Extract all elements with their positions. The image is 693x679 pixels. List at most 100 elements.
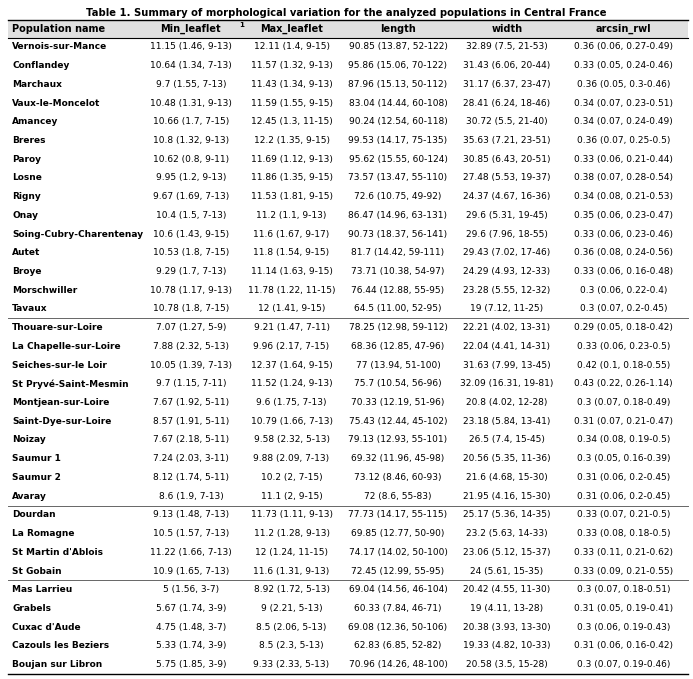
Text: 7.88 (2.32, 5-13): 7.88 (2.32, 5-13) xyxy=(153,342,229,351)
Text: 0.33 (0.05, 0.24-0.46): 0.33 (0.05, 0.24-0.46) xyxy=(574,61,673,70)
Text: Max_leaflet: Max_leaflet xyxy=(260,24,323,34)
Text: 11.15 (1.46, 9-13): 11.15 (1.46, 9-13) xyxy=(150,42,232,52)
Text: 10.6 (1.43, 9-15): 10.6 (1.43, 9-15) xyxy=(153,230,229,238)
Text: 0.33 (0.06, 0.23-0.46): 0.33 (0.06, 0.23-0.46) xyxy=(574,230,673,238)
Text: Conflandey: Conflandey xyxy=(12,61,69,70)
Text: 12.45 (1.3, 11-15): 12.45 (1.3, 11-15) xyxy=(251,117,333,126)
Text: 10.78 (1.8, 7-15): 10.78 (1.8, 7-15) xyxy=(152,304,229,314)
Text: 32.89 (7.5, 21-53): 32.89 (7.5, 21-53) xyxy=(466,42,547,52)
Text: 73.71 (10.38, 54-97): 73.71 (10.38, 54-97) xyxy=(351,267,445,276)
Text: 0.31 (0.07, 0.21-0.47): 0.31 (0.07, 0.21-0.47) xyxy=(574,417,673,426)
Text: 0.36 (0.05, 0.3-0.46): 0.36 (0.05, 0.3-0.46) xyxy=(577,80,670,89)
Text: Mas Larrieu: Mas Larrieu xyxy=(12,585,72,594)
Text: 70.96 (14.26, 48-100): 70.96 (14.26, 48-100) xyxy=(349,660,448,669)
Text: 0.33 (0.06, 0.23-0.5): 0.33 (0.06, 0.23-0.5) xyxy=(577,342,670,351)
Text: 90.85 (13.87, 52-122): 90.85 (13.87, 52-122) xyxy=(349,42,448,52)
Text: La Romagne: La Romagne xyxy=(12,529,75,538)
Text: 73.57 (13.47, 55-110): 73.57 (13.47, 55-110) xyxy=(349,173,448,183)
Text: 12.11 (1.4, 9-15): 12.11 (1.4, 9-15) xyxy=(254,42,330,52)
Text: 9.21 (1.47, 7-11): 9.21 (1.47, 7-11) xyxy=(254,323,330,332)
Text: 0.3 (0.07, 0.18-0.51): 0.3 (0.07, 0.18-0.51) xyxy=(577,585,671,594)
Text: 83.04 (14.44, 60-108): 83.04 (14.44, 60-108) xyxy=(349,98,448,107)
Text: 8.12 (1.74, 5-11): 8.12 (1.74, 5-11) xyxy=(153,473,229,482)
Text: 10.64 (1.34, 7-13): 10.64 (1.34, 7-13) xyxy=(150,61,231,70)
Text: 0.33 (0.09, 0.21-0.55): 0.33 (0.09, 0.21-0.55) xyxy=(574,566,674,576)
Text: 11.52 (1.24, 9-13): 11.52 (1.24, 9-13) xyxy=(251,380,333,388)
Text: Table 1. Summary of morphological variation for the analyzed populations in Cent: Table 1. Summary of morphological variat… xyxy=(86,8,607,18)
Text: Boujan sur Libron: Boujan sur Libron xyxy=(12,660,103,669)
Text: 99.53 (14.17, 75-135): 99.53 (14.17, 75-135) xyxy=(349,136,448,145)
Text: Min_leaflet: Min_leaflet xyxy=(161,24,221,34)
Text: 23.28 (5.55, 12-32): 23.28 (5.55, 12-32) xyxy=(463,286,550,295)
Text: 0.36 (0.06, 0.27-0.49): 0.36 (0.06, 0.27-0.49) xyxy=(574,42,673,52)
Text: Avaray: Avaray xyxy=(12,492,47,500)
Text: Soing-Cubry-Charentenay: Soing-Cubry-Charentenay xyxy=(12,230,143,238)
Text: 9.7 (1.15, 7-11): 9.7 (1.15, 7-11) xyxy=(156,380,226,388)
Text: Grabels: Grabels xyxy=(12,604,51,613)
Text: 69.32 (11.96, 45-98): 69.32 (11.96, 45-98) xyxy=(351,454,445,463)
Text: 7.07 (1.27, 5-9): 7.07 (1.27, 5-9) xyxy=(156,323,226,332)
Text: 32.09 (16.31, 19-81): 32.09 (16.31, 19-81) xyxy=(460,380,554,388)
Text: 10.05 (1.39, 7-13): 10.05 (1.39, 7-13) xyxy=(150,361,232,369)
Text: 19.33 (4.82, 10-33): 19.33 (4.82, 10-33) xyxy=(463,642,550,650)
Text: 60.33 (7.84, 46-71): 60.33 (7.84, 46-71) xyxy=(354,604,441,613)
Text: 73.12 (8.46, 60-93): 73.12 (8.46, 60-93) xyxy=(354,473,441,482)
Text: 20.38 (3.93, 13-30): 20.38 (3.93, 13-30) xyxy=(463,623,551,631)
Text: 30.72 (5.5, 21-40): 30.72 (5.5, 21-40) xyxy=(466,117,547,126)
Text: 11.2 (1.28, 9-13): 11.2 (1.28, 9-13) xyxy=(254,529,330,538)
Text: 23.06 (5.12, 15-37): 23.06 (5.12, 15-37) xyxy=(463,548,550,557)
Text: 90.73 (18.37, 56-141): 90.73 (18.37, 56-141) xyxy=(349,230,448,238)
Text: Seiches-sur-le Loir: Seiches-sur-le Loir xyxy=(12,361,107,369)
Text: Saint-Dye-sur-Loire: Saint-Dye-sur-Loire xyxy=(12,417,112,426)
Text: 5.75 (1.85, 3-9): 5.75 (1.85, 3-9) xyxy=(156,660,226,669)
Text: 0.42 (0.1, 0.18-0.55): 0.42 (0.1, 0.18-0.55) xyxy=(577,361,670,369)
Text: Morschwiller: Morschwiller xyxy=(12,286,77,295)
Text: 5.33 (1.74, 3-9): 5.33 (1.74, 3-9) xyxy=(156,642,226,650)
Text: Saumur 2: Saumur 2 xyxy=(12,473,61,482)
Text: 9.33 (2.33, 5-13): 9.33 (2.33, 5-13) xyxy=(254,660,330,669)
Text: 10.5 (1.57, 7-13): 10.5 (1.57, 7-13) xyxy=(152,529,229,538)
Text: 25.17 (5.36, 14-35): 25.17 (5.36, 14-35) xyxy=(463,511,550,519)
Text: 70.33 (12.19, 51-96): 70.33 (12.19, 51-96) xyxy=(351,398,445,407)
Text: 64.5 (11.00, 52-95): 64.5 (11.00, 52-95) xyxy=(354,304,441,314)
Text: 31.17 (6.37, 23-47): 31.17 (6.37, 23-47) xyxy=(463,80,550,89)
Text: 81.7 (14.42, 59-111): 81.7 (14.42, 59-111) xyxy=(351,249,444,257)
Text: 8.6 (1.9, 7-13): 8.6 (1.9, 7-13) xyxy=(159,492,223,500)
Text: 10.4 (1.5, 7-13): 10.4 (1.5, 7-13) xyxy=(156,211,226,220)
Text: Paroy: Paroy xyxy=(12,155,41,164)
Text: 0.35 (0.06, 0.23-0.47): 0.35 (0.06, 0.23-0.47) xyxy=(574,211,673,220)
Text: Rigny: Rigny xyxy=(12,192,41,201)
Text: 11.53 (1.81, 9-15): 11.53 (1.81, 9-15) xyxy=(251,192,333,201)
Text: 0.31 (0.06, 0.2-0.45): 0.31 (0.06, 0.2-0.45) xyxy=(577,492,670,500)
Text: St Martin d'Ablois: St Martin d'Ablois xyxy=(12,548,103,557)
Text: 69.08 (12.36, 50-106): 69.08 (12.36, 50-106) xyxy=(349,623,448,631)
Text: 11.43 (1.34, 9-13): 11.43 (1.34, 9-13) xyxy=(251,80,333,89)
Text: 0.43 (0.22, 0.26-1.14): 0.43 (0.22, 0.26-1.14) xyxy=(574,380,673,388)
Text: 78.25 (12.98, 59-112): 78.25 (12.98, 59-112) xyxy=(349,323,448,332)
Text: 0.33 (0.06, 0.21-0.44): 0.33 (0.06, 0.21-0.44) xyxy=(574,155,673,164)
Text: Tavaux: Tavaux xyxy=(12,304,48,314)
Text: 23.18 (5.84, 13-41): 23.18 (5.84, 13-41) xyxy=(463,417,550,426)
Text: 75.43 (12.44, 45-102): 75.43 (12.44, 45-102) xyxy=(349,417,447,426)
Text: 0.33 (0.08, 0.18-0.5): 0.33 (0.08, 0.18-0.5) xyxy=(577,529,671,538)
Text: Amancey: Amancey xyxy=(12,117,58,126)
Text: 22.04 (4.41, 14-31): 22.04 (4.41, 14-31) xyxy=(464,342,550,351)
Text: 0.29 (0.05, 0.18-0.42): 0.29 (0.05, 0.18-0.42) xyxy=(574,323,673,332)
Text: 0.34 (0.07, 0.24-0.49): 0.34 (0.07, 0.24-0.49) xyxy=(574,117,673,126)
Text: 24 (5.61, 15-35): 24 (5.61, 15-35) xyxy=(471,566,543,576)
Text: 5.67 (1.74, 3-9): 5.67 (1.74, 3-9) xyxy=(156,604,226,613)
Text: 10.66 (1.7, 7-15): 10.66 (1.7, 7-15) xyxy=(152,117,229,126)
Text: 0.34 (0.08, 0.21-0.53): 0.34 (0.08, 0.21-0.53) xyxy=(574,192,673,201)
Text: Noizay: Noizay xyxy=(12,435,46,445)
Text: 24.37 (4.67, 16-36): 24.37 (4.67, 16-36) xyxy=(463,192,550,201)
Text: 74.17 (14.02, 50-100): 74.17 (14.02, 50-100) xyxy=(349,548,448,557)
Text: 11.69 (1.12, 9-13): 11.69 (1.12, 9-13) xyxy=(251,155,333,164)
Text: 10.8 (1.32, 9-13): 10.8 (1.32, 9-13) xyxy=(153,136,229,145)
Text: 26.5 (7.4, 15-45): 26.5 (7.4, 15-45) xyxy=(469,435,545,445)
Text: 79.13 (12.93, 55-101): 79.13 (12.93, 55-101) xyxy=(349,435,448,445)
Text: 30.85 (6.43, 20-51): 30.85 (6.43, 20-51) xyxy=(463,155,550,164)
Text: 0.38 (0.07, 0.28-0.54): 0.38 (0.07, 0.28-0.54) xyxy=(574,173,673,183)
Text: arcsin_rwl: arcsin_rwl xyxy=(596,24,651,34)
Text: 20.58 (3.5, 15-28): 20.58 (3.5, 15-28) xyxy=(466,660,547,669)
Text: 9.58 (2.32, 5-13): 9.58 (2.32, 5-13) xyxy=(254,435,330,445)
